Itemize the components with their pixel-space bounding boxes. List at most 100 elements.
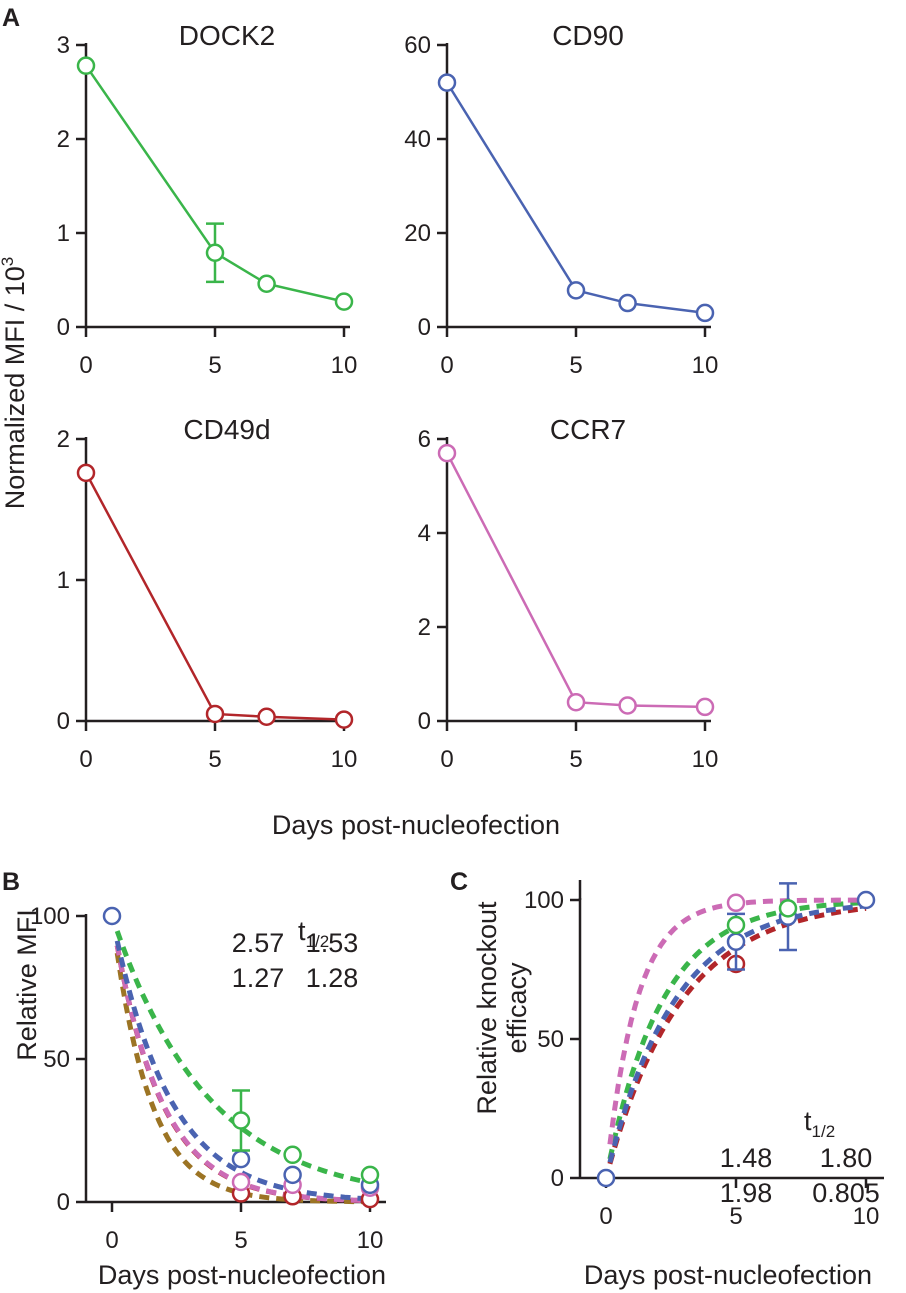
c-thalf-CCR7: 0.805 — [812, 1178, 880, 1208]
a3-point-0 — [76, 463, 96, 483]
a1-title: DOCK2 — [179, 20, 275, 51]
a2-xtick-label-0: 0 — [440, 352, 453, 379]
c-CD90-point-0 — [596, 1168, 616, 1188]
a4-point-0 — [437, 443, 457, 463]
c-CCR7-point-5 — [726, 893, 746, 913]
a2-point-10 — [695, 303, 715, 323]
a4-xtick-label-5: 5 — [569, 746, 582, 773]
a2-title: CD90 — [552, 20, 624, 51]
a4-ytick-label-4: 4 — [418, 520, 431, 547]
a2-ytick-label-20: 20 — [404, 220, 431, 247]
a2-ytick-label-0: 0 — [418, 314, 431, 341]
a1-ytick-label-3: 3 — [57, 32, 70, 59]
a1-point-5 — [205, 243, 225, 262]
panel-c-thalf: t1/2 — [804, 1106, 835, 1141]
a1-series-line — [84, 64, 345, 303]
b-thalf-DOCK2: 2.57 — [232, 928, 285, 958]
c-DOCK2-point-5 — [726, 915, 746, 935]
a2-point-5 — [566, 281, 586, 300]
b-thalf-CD90: 1.53 — [306, 928, 359, 958]
b-fit-CCR7 — [114, 944, 371, 1204]
b-thalf-CD49d: 1.27 — [232, 963, 285, 993]
panel-label-a: A — [2, 4, 20, 32]
a1-ytick-label-2: 2 — [57, 126, 70, 153]
c-thalf-CD90: 1.80 — [820, 1143, 873, 1173]
a1-point-0 — [76, 56, 96, 75]
b-fit-DOCK2 — [114, 930, 371, 1186]
panel-b-thalf: t1/2 — [298, 916, 329, 951]
a2-series-line — [445, 81, 706, 315]
a3-title: CD49d — [183, 414, 270, 445]
panel-label-b: B — [2, 868, 20, 896]
a2-ytick-label-40: 40 — [404, 126, 431, 153]
a2-xtick-label-10: 10 — [692, 352, 719, 379]
panel-b-xlabel: Days post-nucleofection — [98, 1260, 386, 1290]
a2-point-7 — [618, 293, 637, 313]
a3-ytick-label-2: 2 — [57, 426, 70, 453]
a1-ytick-label-1: 1 — [57, 220, 70, 247]
b-ytick-label-50: 50 — [43, 1046, 70, 1073]
b-DOCK2-point-10 — [360, 1165, 380, 1185]
c-thalf-DOCK2: 1.48 — [720, 1143, 773, 1173]
a4-series-line — [445, 452, 706, 709]
a4-ytick-label-2: 2 — [418, 614, 431, 641]
a3-ytick-label-1: 1 — [57, 567, 70, 594]
a1-point-7 — [257, 274, 276, 294]
panel-c-xlabel: Days post-nucleofection — [584, 1260, 872, 1290]
c-xtick-label-5: 5 — [729, 1203, 742, 1230]
c-CD90-point-5 — [726, 932, 746, 951]
panel-c-ylabel-line2: efficacy — [502, 962, 532, 1054]
a4-point-7 — [618, 696, 637, 715]
a1-xtick-label-10: 10 — [331, 352, 358, 379]
panel-label-c: C — [450, 868, 468, 896]
a4-ytick-label-0: 0 — [418, 708, 431, 735]
c-thalf-CD49d: 1.98 — [720, 1178, 773, 1208]
a4-point-10 — [695, 697, 715, 717]
panel-c-ylabel-line1: Relative knockout — [472, 901, 502, 1115]
a2-ytick-label-60: 60 — [404, 32, 431, 59]
c-ytick-label-50: 50 — [537, 1026, 564, 1053]
a3-point-10 — [334, 710, 354, 729]
b-CD90-point-7 — [283, 1165, 302, 1185]
b-ytick-label-100: 100 — [30, 903, 70, 930]
a3-point-7 — [257, 707, 276, 727]
b-xtick-label-0: 0 — [105, 1227, 118, 1254]
c-ytick-label-0: 0 — [551, 1165, 564, 1192]
a1-xtick-label-0: 0 — [79, 352, 92, 379]
b-xtick-label-5: 5 — [234, 1227, 247, 1254]
c-xtick-label-0: 0 — [599, 1203, 612, 1230]
panel-a-ylabel: Normalized MFI / 103 — [0, 257, 30, 510]
c-DOCK2-point-7 — [778, 899, 798, 918]
b-CD90-point-5 — [231, 1149, 251, 1169]
a4-title: CCR7 — [550, 414, 626, 445]
b-ytick-label-0: 0 — [57, 1189, 70, 1216]
b-origin-point — [102, 906, 122, 926]
a4-point-5 — [566, 692, 586, 712]
b-thalf-CCR7: 1.28 — [306, 963, 359, 993]
panel-a-xlabel: Days post-nucleofection — [272, 810, 560, 840]
b-DOCK2-point-7 — [283, 1145, 302, 1165]
a3-ytick-label-0: 0 — [57, 708, 70, 735]
c-xtick-label-10: 10 — [853, 1203, 880, 1230]
b-xtick-label-10: 10 — [357, 1227, 384, 1254]
a2-xtick-label-5: 5 — [569, 352, 582, 379]
panel-b-ylabel: Relative MFI — [12, 909, 42, 1061]
a3-xtick-label-5: 5 — [208, 746, 221, 773]
a1-point-10 — [334, 292, 354, 311]
a1-ytick-label-0: 0 — [57, 314, 70, 341]
a4-ytick-label-6: 6 — [418, 426, 431, 453]
a3-xtick-label-10: 10 — [331, 746, 358, 773]
a3-xtick-label-0: 0 — [79, 746, 92, 773]
a1-xtick-label-5: 5 — [208, 352, 221, 379]
a2-point-0 — [437, 73, 457, 92]
b-CCR7-point-5 — [231, 1172, 251, 1192]
a3-point-5 — [205, 704, 225, 724]
b-DOCK2-point-5 — [231, 1111, 251, 1130]
c-CD90-point-10 — [856, 890, 876, 910]
a4-xtick-label-0: 0 — [440, 746, 453, 773]
c-ytick-label-100: 100 — [524, 887, 564, 914]
a3-series-line — [84, 472, 345, 721]
a4-xtick-label-10: 10 — [692, 746, 719, 773]
